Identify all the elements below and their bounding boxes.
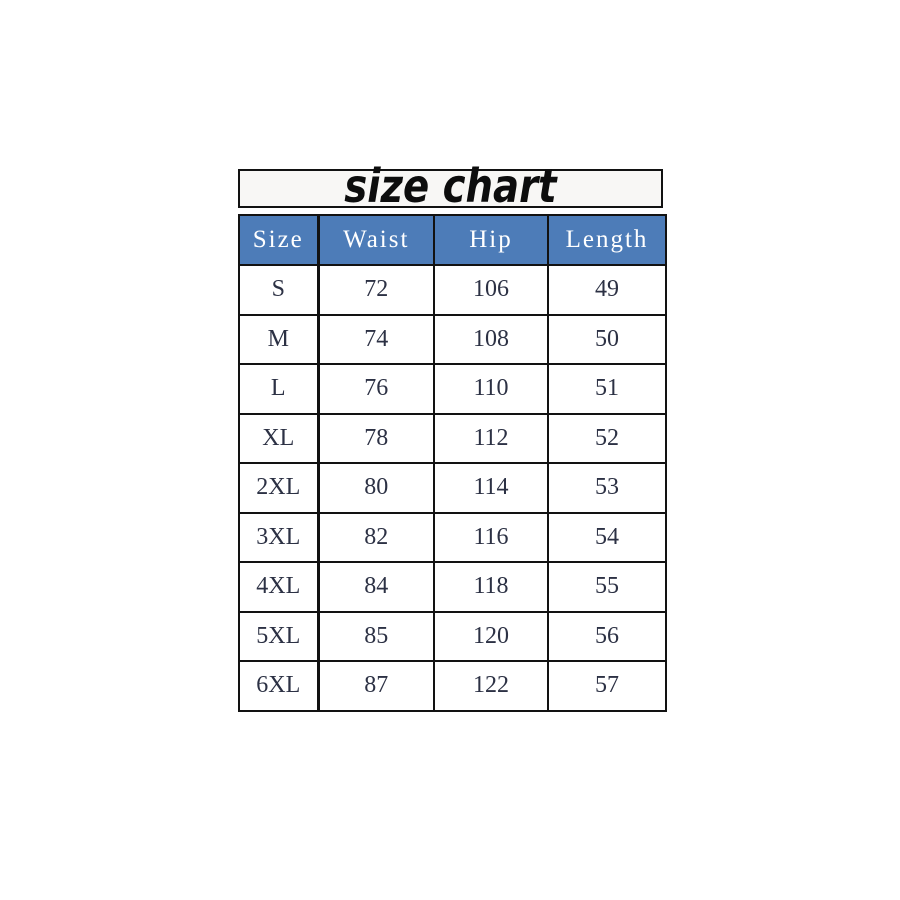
cell-length: 57	[547, 660, 667, 712]
column-header-waist: Waist	[317, 214, 435, 266]
cell-size: 6XL	[238, 660, 320, 712]
cell-length: 55	[547, 561, 667, 613]
cell-length: 54	[547, 511, 667, 563]
cell-size: S	[238, 264, 320, 316]
cell-hip: 120	[433, 610, 549, 662]
cell-length: 49	[547, 264, 667, 316]
cell-length: 56	[547, 610, 667, 662]
cell-hip: 114	[433, 462, 549, 514]
cell-size: 2XL	[238, 462, 320, 514]
cell-length: 53	[547, 462, 667, 514]
cell-waist: 74	[317, 313, 435, 365]
page-title: size chart	[344, 159, 557, 213]
cell-hip: 108	[433, 313, 549, 365]
cell-size: 3XL	[238, 511, 320, 563]
cell-size: L	[238, 363, 320, 415]
cell-hip: 106	[433, 264, 549, 316]
cell-waist: 87	[317, 660, 435, 712]
cell-size: 4XL	[238, 561, 320, 613]
cell-hip: 110	[433, 363, 549, 415]
cell-waist: 85	[317, 610, 435, 662]
table-row: L 76 110 51	[238, 363, 667, 415]
cell-waist: 78	[317, 412, 435, 464]
cell-hip: 122	[433, 660, 549, 712]
cell-size: XL	[238, 412, 320, 464]
size-table: Size Waist Hip Length S 72 106 49 M 74 1…	[238, 214, 667, 712]
cell-waist: 72	[317, 264, 435, 316]
cell-hip: 118	[433, 561, 549, 613]
cell-size: M	[238, 313, 320, 365]
table-row: S 72 106 49	[238, 264, 667, 316]
table-row: 2XL 80 114 53	[238, 462, 667, 514]
cell-size: 5XL	[238, 610, 320, 662]
column-header-hip: Hip	[433, 214, 549, 266]
table-row: 3XL 82 116 54	[238, 511, 667, 563]
cell-waist: 80	[317, 462, 435, 514]
table-row: 6XL 87 122 57	[238, 660, 667, 712]
column-header-length: Length	[547, 214, 667, 266]
cell-length: 50	[547, 313, 667, 365]
table-row: XL 78 112 52	[238, 412, 667, 464]
table-row: M 74 108 50	[238, 313, 667, 365]
cell-hip: 112	[433, 412, 549, 464]
cell-length: 52	[547, 412, 667, 464]
table-row: 4XL 84 118 55	[238, 561, 667, 613]
table-row: 5XL 85 120 56	[238, 610, 667, 662]
title-banner: size chart	[238, 163, 663, 209]
cell-waist: 84	[317, 561, 435, 613]
cell-hip: 116	[433, 511, 549, 563]
table-header-row: Size Waist Hip Length	[238, 214, 667, 266]
cell-waist: 76	[317, 363, 435, 415]
column-header-size: Size	[238, 214, 320, 266]
cell-waist: 82	[317, 511, 435, 563]
cell-length: 51	[547, 363, 667, 415]
